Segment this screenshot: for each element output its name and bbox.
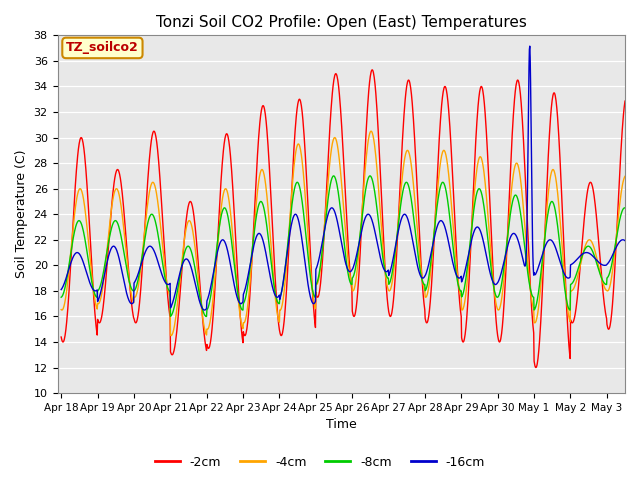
-2cm — [621, 98, 629, 104]
-8cm — [366, 173, 374, 179]
-2cm — [182, 214, 190, 220]
-8cm — [431, 218, 439, 224]
-4cm — [183, 222, 191, 228]
-8cm — [555, 233, 563, 239]
-16cm — [201, 307, 209, 313]
-16cm — [505, 240, 513, 245]
-8cm — [246, 265, 254, 271]
-16cm — [182, 256, 190, 262]
Title: Tonzi Soil CO2 Profile: Open (East) Temperatures: Tonzi Soil CO2 Profile: Open (East) Temp… — [156, 15, 527, 30]
-8cm — [58, 294, 65, 300]
-4cm — [367, 128, 375, 134]
-4cm — [167, 333, 175, 338]
-8cm — [202, 313, 210, 319]
-2cm — [532, 365, 540, 371]
-4cm — [58, 307, 65, 312]
Line: -16cm: -16cm — [61, 46, 625, 310]
-4cm — [170, 329, 177, 335]
-16cm — [555, 255, 563, 261]
-4cm — [431, 213, 439, 219]
-8cm — [505, 221, 513, 227]
-16cm — [246, 262, 254, 268]
-8cm — [169, 309, 177, 315]
Y-axis label: Soil Temperature (C): Soil Temperature (C) — [15, 150, 28, 278]
-8cm — [621, 205, 629, 211]
Line: -4cm: -4cm — [61, 131, 625, 336]
-2cm — [431, 220, 439, 226]
-4cm — [555, 202, 563, 208]
-4cm — [621, 173, 629, 179]
-16cm — [169, 299, 177, 305]
-2cm — [169, 351, 177, 357]
-4cm — [246, 279, 254, 285]
-2cm — [246, 296, 253, 301]
Line: -8cm: -8cm — [61, 176, 625, 316]
Line: -2cm: -2cm — [61, 70, 625, 368]
-2cm — [58, 334, 65, 340]
-2cm — [555, 133, 563, 139]
-16cm — [526, 43, 534, 49]
-4cm — [505, 215, 513, 220]
-8cm — [182, 245, 190, 251]
-2cm — [505, 207, 513, 213]
Text: TZ_soilco2: TZ_soilco2 — [66, 41, 139, 54]
-2cm — [369, 67, 376, 73]
Legend: -2cm, -4cm, -8cm, -16cm: -2cm, -4cm, -8cm, -16cm — [150, 451, 490, 474]
-16cm — [431, 232, 439, 238]
-16cm — [58, 287, 65, 292]
-16cm — [621, 238, 629, 243]
X-axis label: Time: Time — [326, 419, 356, 432]
